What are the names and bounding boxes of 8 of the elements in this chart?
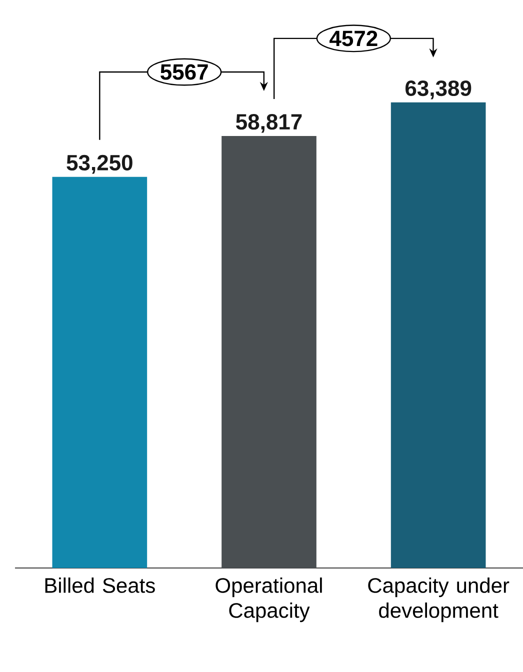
text: 4572 [329, 30, 378, 46]
data-label: 53,250 [66, 154, 132, 174]
data-label: 63,389 [405, 80, 471, 100]
x-tick-label: Operational Capacity [216, 578, 322, 622]
x-tick-label: Billed Seats [45, 578, 155, 593]
text: 5567 [160, 64, 208, 80]
x-tick-label: Capacity under development [368, 578, 509, 622]
data-label: 58,817 [236, 114, 302, 133]
